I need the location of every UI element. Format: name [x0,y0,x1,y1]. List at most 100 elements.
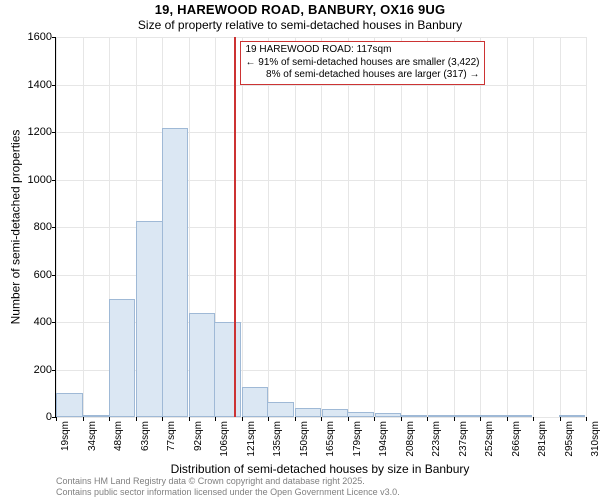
y-tick-label: 400 [34,316,52,328]
x-tick-label: 19sqm [60,421,71,451]
gridline-v [454,37,455,417]
x-tick-mark [348,417,349,421]
histogram-bar [295,408,322,418]
histogram-bar [428,415,455,417]
gridline-v [560,37,561,417]
x-tick-mark [480,417,481,421]
x-tick-mark [136,417,137,421]
histogram-bar [56,393,83,417]
y-axis-label-text: Number of semi-detached properties [8,130,22,325]
x-tick-label: 223sqm [431,421,442,457]
y-tick-label: 1000 [28,174,52,186]
x-tick-label: 48sqm [113,421,124,451]
chart-container: 19, HAREWOOD ROAD, BANBURY, OX16 9UG Siz… [0,0,600,500]
gridline-v [586,37,587,417]
footer-attribution: Contains HM Land Registry data © Crown c… [56,476,400,498]
y-tick-label: 800 [34,221,52,233]
x-tick-label: 295sqm [564,421,575,457]
gridline-v [321,37,322,417]
x-tick-label: 179sqm [352,421,363,457]
y-axis-label: Number of semi-detached properties [8,37,22,417]
plot-area: 0200400600800100012001400160019sqm34sqm4… [55,37,586,418]
x-tick-mark [56,417,57,421]
x-tick-mark [268,417,269,421]
histogram-bar [375,413,402,417]
x-tick-label: 135sqm [272,421,283,457]
histogram-bar [189,313,216,418]
y-tick-label: 1200 [28,126,52,138]
gridline-v [427,37,428,417]
histogram-bar [83,415,110,417]
x-tick-label: 252sqm [484,421,495,457]
gridline-v [56,37,57,417]
gridline-v [242,37,243,417]
histogram-bar [322,409,349,417]
chart-title: 19, HAREWOOD ROAD, BANBURY, OX16 9UG [0,2,600,17]
histogram-bar [242,387,269,417]
histogram-bar [400,415,427,417]
x-tick-mark [427,417,428,421]
footer-line1: Contains HM Land Registry data © Crown c… [56,476,400,487]
x-tick-mark [454,417,455,421]
x-axis-label: Distribution of semi-detached houses by … [55,462,585,476]
x-tick-mark [401,417,402,421]
histogram-bar [214,322,241,417]
histogram-bar [109,299,136,417]
gridline-v [348,37,349,417]
y-tick-label: 1400 [28,79,52,91]
histogram-bar [506,415,533,417]
gridline-v [401,37,402,417]
x-tick-mark [83,417,84,421]
y-tick-label: 0 [46,411,52,423]
x-tick-label: 281sqm [537,421,548,457]
histogram-bar [162,128,189,417]
x-tick-mark [109,417,110,421]
x-tick-label: 208sqm [405,421,416,457]
x-tick-label: 150sqm [299,421,310,457]
x-tick-mark [374,417,375,421]
x-tick-mark [189,417,190,421]
y-tick-label: 200 [34,364,52,376]
gridline-v [507,37,508,417]
annotation-line1: 19 HAREWOOD ROAD: 117sqm [245,44,479,57]
histogram-bar [347,412,374,417]
gridline-v [83,37,84,417]
histogram-bar [480,415,507,417]
x-tick-label: 63sqm [140,421,151,451]
gridline-v [295,37,296,417]
histogram-bar [136,221,163,417]
y-tick-label: 1600 [28,31,52,43]
annotation-box: 19 HAREWOOD ROAD: 117sqm← 91% of semi-de… [240,41,484,85]
x-tick-mark [586,417,587,421]
y-tick-label: 600 [34,269,52,281]
x-tick-label: 310sqm [590,421,600,457]
x-tick-mark [321,417,322,421]
x-tick-label: 194sqm [378,421,389,457]
x-tick-label: 237sqm [458,421,469,457]
property-marker-line [234,37,236,417]
x-tick-label: 266sqm [511,421,522,457]
footer-line2: Contains public sector information licen… [56,487,400,498]
x-tick-label: 121sqm [246,421,257,457]
x-tick-mark [242,417,243,421]
annotation-line2: ← 91% of semi-detached houses are smalle… [245,57,479,70]
x-tick-mark [533,417,534,421]
histogram-bar [559,415,586,417]
gridline-v [533,37,534,417]
x-tick-label: 106sqm [219,421,230,457]
x-tick-label: 34sqm [87,421,98,451]
x-tick-mark [295,417,296,421]
gridline-v [268,37,269,417]
chart-subtitle: Size of property relative to semi-detach… [0,18,600,32]
x-tick-mark [560,417,561,421]
x-tick-mark [507,417,508,421]
histogram-bar [453,415,480,417]
x-tick-mark [215,417,216,421]
annotation-line3: 8% of semi-detached houses are larger (3… [245,69,479,82]
x-tick-label: 77sqm [166,421,177,451]
x-tick-label: 92sqm [193,421,204,451]
gridline-v [480,37,481,417]
gridline-v [374,37,375,417]
histogram-bar [267,402,294,417]
x-tick-mark [162,417,163,421]
